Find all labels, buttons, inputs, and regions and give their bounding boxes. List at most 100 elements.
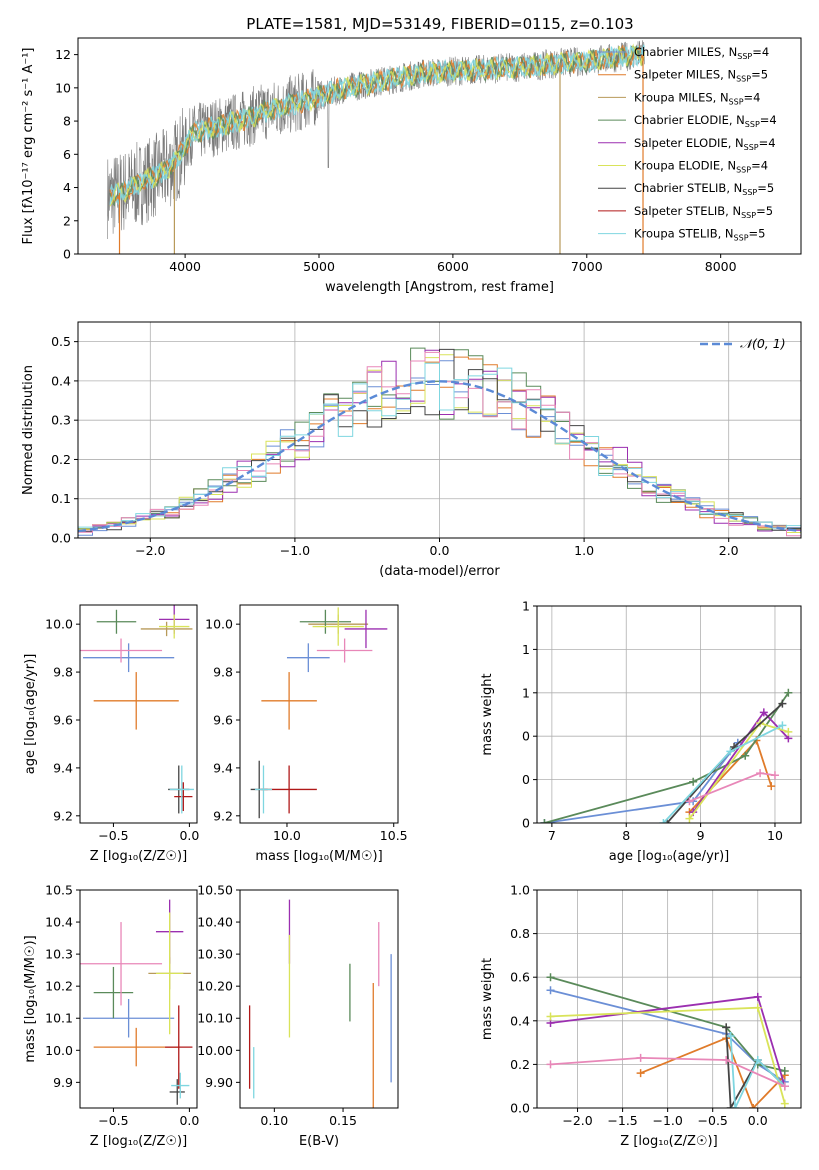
x-tick-label: 8 (622, 828, 630, 843)
y-axis-label: age [log₁₀(age/yr)] (23, 654, 38, 775)
data-point-marker (546, 973, 555, 982)
data-point-marker (753, 1056, 762, 1065)
y-tick-label: 0.2 (510, 1057, 530, 1072)
axes-frame (79, 604, 198, 824)
y-tick-label: 10.2 (45, 979, 73, 994)
x-tick-label: 0.0 (748, 1113, 768, 1128)
x-axis-label: E(B-V) (299, 1134, 339, 1149)
y-tick-label: 10 (55, 80, 71, 95)
mass-weight-series-line (544, 692, 790, 823)
x-tick-label: −1.0 (280, 543, 310, 558)
y-axis-label: mass weight (480, 958, 495, 1040)
x-tick-label: 0.0 (430, 543, 450, 558)
mass-vs-metallicity-panel: −0.5 0.0 9.9 10.0 10.1 10.2 10.3 10.4 10.5 Z [log… (23, 883, 199, 1150)
x-tick-label: 2.0 (719, 543, 739, 558)
y-tick-label: 8 (63, 114, 71, 129)
y-tick-label: 0.6 (510, 970, 530, 985)
y-tick-label: 1.0 (510, 883, 530, 898)
data-point-marker (726, 747, 735, 756)
x-tick-label: 10.5 (380, 828, 408, 843)
x-tick-label: 0.0 (179, 828, 199, 843)
y-tick-label: 10.3 (45, 947, 73, 962)
y-tick-label: 9.2 (213, 808, 233, 823)
y-tick-label: 10.0 (45, 617, 73, 632)
y-tick-label: 0.2 (51, 452, 71, 467)
data-point-marker (636, 1069, 645, 1078)
figure-title: PLATE=1581, MJD=53149, FIBERID=0115, z=0… (246, 15, 633, 33)
age-vs-metallicity-panel: −0.5 0.0 9.2 9.4 9.6 9.8 10.0 Z [log₁₀(Z/Z☉)] ag… (23, 604, 199, 864)
x-tick-label: 10.0 (273, 828, 301, 843)
legend-entry: Salpeter ELODIE, NSSP=4 (634, 136, 776, 152)
x-axis-label: wavelength [Angstrom, rest frame] (325, 280, 554, 295)
y-tick-label: 10.5 (45, 883, 73, 898)
y-tick-label: 10.20 (197, 979, 233, 994)
data-point-marker (784, 688, 793, 697)
data-point-marker (689, 777, 698, 786)
data-point-marker (780, 1099, 789, 1108)
axes-frame (239, 889, 399, 1109)
data-point-marker (749, 1104, 758, 1108)
y-tick-label: 4 (63, 180, 71, 195)
y-tick-label: 9.4 (53, 760, 73, 775)
data-point-marker (636, 1053, 645, 1062)
legend-entry: Kroupa ELODIE, NSSP=4 (634, 159, 768, 175)
y-tick-label: 9.8 (53, 665, 73, 680)
legend-entry: Chabrier MILES, NSSP=4 (634, 45, 769, 61)
data-point-marker (685, 797, 694, 806)
y-tick-label: 0.4 (510, 1013, 530, 1028)
model-spectrum-line (109, 44, 645, 204)
y-tick-label: 0.3 (51, 413, 71, 428)
residual-histogram-panel: −2.0 −1.0 0.0 1.0 2.0 0.0 0.1 0.2 0.3 0.4 0.5 (data… (21, 321, 802, 579)
y-axis-label: mass [log₁₀(M/M☉)] (23, 935, 38, 1062)
axes-frame (79, 889, 198, 1109)
y-tick-label: 1 (522, 685, 530, 700)
y-tick-label: 12 (55, 47, 71, 62)
x-tick-label: 7 (548, 828, 556, 843)
y-tick-label: 0 (522, 772, 530, 787)
data-point-marker (685, 814, 694, 823)
data-point-marker (663, 819, 672, 823)
y-tick-label: 9.6 (213, 712, 233, 727)
model-spectrum-line (109, 43, 645, 207)
x-tick-label: 4000 (169, 259, 201, 274)
mass-weight-series-line (688, 722, 789, 820)
x-axis-label: (data-model)/error (379, 564, 500, 579)
x-tick-label: 9 (697, 828, 705, 843)
data-point-marker (546, 1060, 555, 1069)
x-tick-label: −1.0 (652, 1113, 682, 1128)
y-tick-label: 0.0 (510, 1101, 530, 1116)
mass-weight-series-line (550, 1056, 786, 1088)
y-tick-label: 10.10 (197, 1011, 233, 1026)
y-tick-label: 9.2 (53, 808, 73, 823)
age-vs-mass-panel: 10.0 10.5 9.2 9.4 9.6 9.8 10.0 mass [log₁₀(M/M☉… (205, 604, 408, 864)
axes-frame (536, 605, 802, 824)
x-tick-label: 10 (767, 828, 783, 843)
y-tick-label: 9.90 (205, 1075, 233, 1090)
y-tick-label: 10.0 (205, 617, 233, 632)
y-tick-label: 10.00 (197, 1043, 233, 1058)
x-tick-label: −2.0 (135, 543, 165, 558)
y-tick-label: 1 (522, 599, 530, 614)
x-tick-label: −1.5 (607, 1113, 637, 1128)
plot-area (248, 899, 392, 1108)
data-point-marker (726, 1104, 735, 1108)
mass-weight-series-line (729, 1036, 786, 1108)
x-tick-label: −0.5 (98, 1113, 128, 1128)
data-point-marker (784, 727, 793, 736)
y-tick-label: 10.1 (45, 1011, 73, 1026)
x-axis-label: Z [log₁₀(Z/Z☉)] (90, 1134, 187, 1149)
data-point-marker (540, 819, 549, 823)
legend-entry: Chabrier STELIB, NSSP=5 (634, 181, 774, 197)
normal-curve-line (78, 380, 801, 533)
plot-area (80, 605, 194, 814)
plot-area (78, 347, 801, 537)
data-point-marker (753, 1003, 762, 1012)
x-axis-label: mass [log₁₀(M/M☉)] (255, 849, 382, 864)
mass-weight-series-line (640, 1037, 786, 1108)
y-tick-label: 0 (522, 729, 530, 744)
y-axis-label: Flux [fλ10⁻¹⁷ erg cm⁻² s⁻¹ A⁻¹] (21, 48, 36, 245)
y-tick-label: 0.0 (51, 531, 71, 546)
mass-weight-vs-metallicity-panel: −2.0 −1.5 −1.0 −0.5 0.0 0.0 0.2 0.4 0.6 0.8 1.0 Z [… (480, 883, 802, 1149)
plot-area (546, 973, 789, 1108)
y-tick-label: 10.30 (197, 947, 233, 962)
